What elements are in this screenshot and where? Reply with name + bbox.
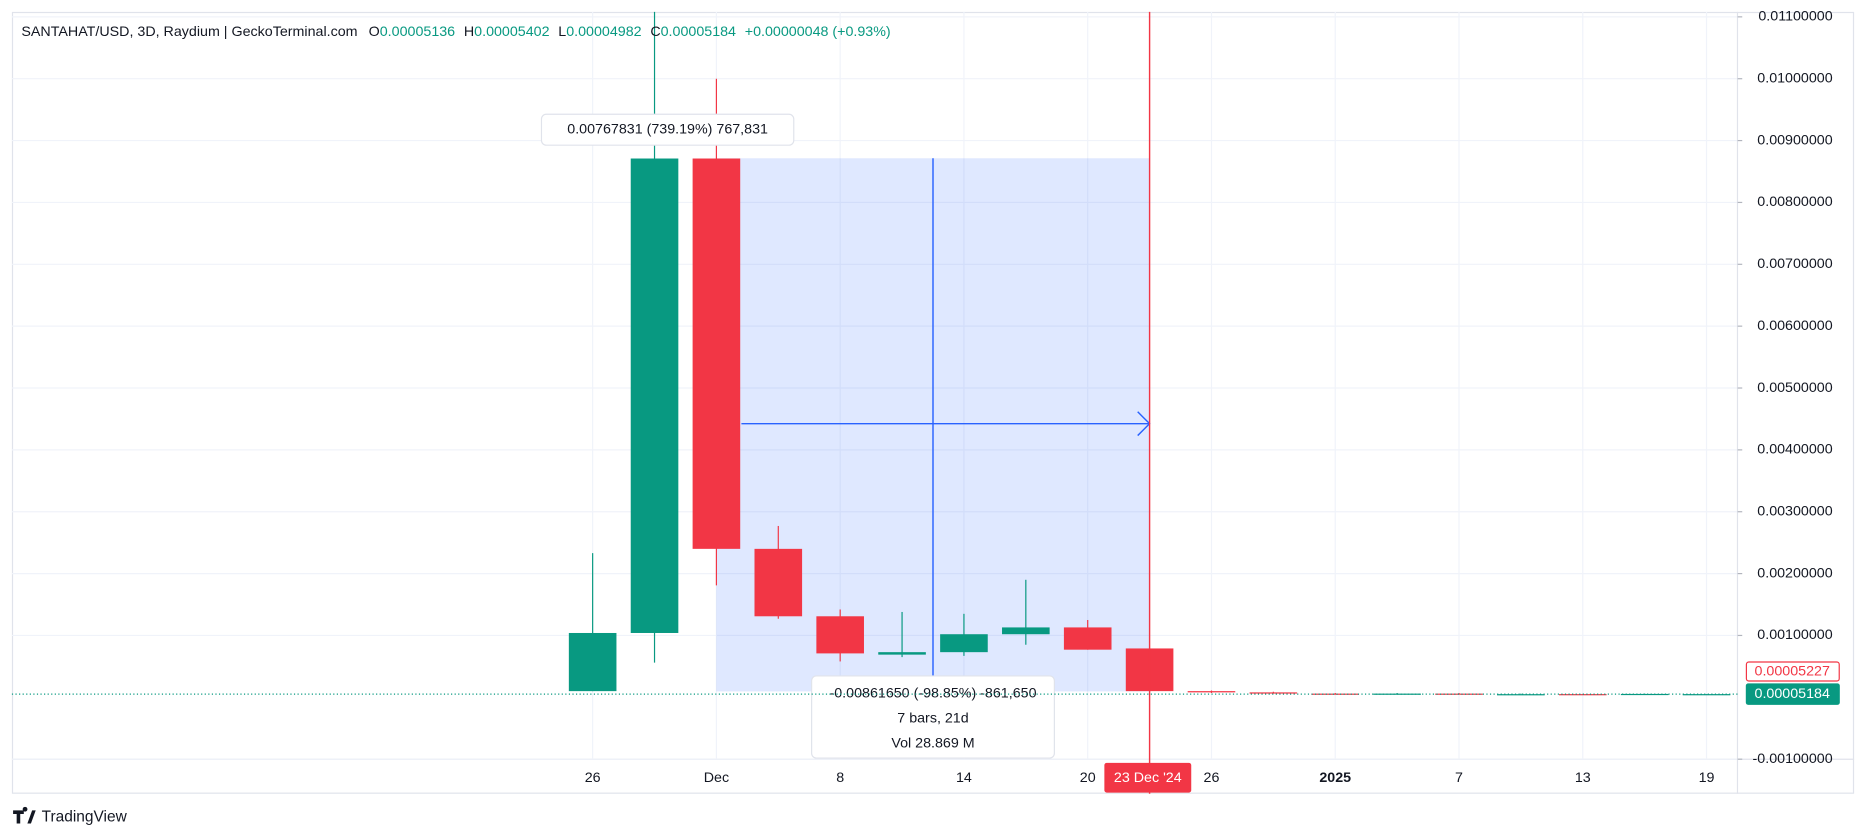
y-tick-label: 0.01000000 bbox=[1757, 70, 1832, 86]
y-tick-label: 0.00900000 bbox=[1757, 132, 1832, 148]
measure-bottom-box bbox=[811, 675, 1055, 759]
x-tick-label: 7 bbox=[1455, 770, 1463, 786]
y-tick-label: 0.00100000 bbox=[1757, 627, 1832, 643]
x-tick-label: 2025 bbox=[1319, 770, 1351, 786]
candle-body bbox=[1249, 692, 1298, 694]
measure-volume: Vol 28.869 M bbox=[891, 736, 974, 752]
header: SANTAHAT/USD, 3D, Raydium | GeckoTermina… bbox=[21, 24, 890, 40]
h-label: H bbox=[464, 24, 474, 40]
candle-body bbox=[1682, 694, 1731, 696]
last-price-box bbox=[1745, 683, 1840, 705]
x-tick-label: 19 bbox=[1699, 770, 1715, 786]
x-tick-label: 26 bbox=[1204, 770, 1220, 786]
y-tick-label: -0.00100000 bbox=[1753, 751, 1833, 767]
y-tick-label: 0.00300000 bbox=[1757, 504, 1832, 520]
candle-body bbox=[630, 158, 679, 633]
marker-price-box bbox=[1745, 661, 1840, 682]
candle-body bbox=[1002, 627, 1050, 635]
o-label: O bbox=[369, 24, 380, 40]
l-value: 0.00004982 bbox=[566, 24, 641, 40]
y-tick-label: 0.00400000 bbox=[1757, 442, 1832, 458]
candle-body bbox=[692, 158, 741, 549]
candle-body bbox=[1311, 693, 1360, 695]
candle-body bbox=[1063, 627, 1112, 650]
y-tick-label: 0.00200000 bbox=[1757, 565, 1832, 581]
x-tick-label: 14 bbox=[956, 770, 972, 786]
y-tick-label: 0.01100000 bbox=[1758, 9, 1832, 25]
brand: TradingView bbox=[42, 809, 128, 826]
candle-body bbox=[568, 632, 617, 692]
crosshair-box bbox=[1104, 762, 1192, 793]
candle-body bbox=[1497, 694, 1545, 696]
last-price-label: 0.00005184 bbox=[1755, 686, 1830, 702]
crosshair-label: 23 Dec '24 bbox=[1114, 770, 1182, 786]
candle-body bbox=[940, 634, 988, 653]
h-value: 0.00005402 bbox=[474, 24, 549, 40]
symbol: SANTAHAT/USD, 3D, Raydium | GeckoTermina… bbox=[21, 24, 357, 40]
candle-body bbox=[878, 652, 926, 655]
candles bbox=[568, 11, 1731, 696]
c-value: 0.00005184 bbox=[661, 24, 736, 40]
measure-top-label: 0.00767831 (739.19%) 767,831 bbox=[567, 121, 768, 137]
measure-bars: 7 bars, 21d bbox=[897, 711, 968, 727]
l-label: L bbox=[558, 24, 566, 40]
x-tick-label: 8 bbox=[836, 770, 844, 786]
y-tick-label: 0.00500000 bbox=[1757, 380, 1832, 396]
o-value: 0.00005136 bbox=[380, 24, 455, 40]
y-tick-label: 0.00800000 bbox=[1757, 194, 1832, 210]
candle-body bbox=[1187, 691, 1236, 693]
candle-body bbox=[754, 548, 803, 617]
grid bbox=[11, 11, 1738, 760]
measure-top-box bbox=[540, 113, 795, 146]
candle-body bbox=[816, 616, 864, 654]
y-tick-label: 0.00700000 bbox=[1757, 256, 1832, 272]
x-tick-label: 13 bbox=[1575, 770, 1591, 786]
brand-logo bbox=[13, 806, 36, 824]
y-tick-label: 0.00600000 bbox=[1757, 318, 1832, 334]
x-tick-label: 26 bbox=[585, 770, 601, 786]
change: +0.00000048 (+0.93%) bbox=[745, 24, 891, 40]
marker-price-label: 0.00005227 bbox=[1755, 663, 1830, 679]
x-tick-label: Dec bbox=[704, 770, 729, 786]
x-tick-label: 20 bbox=[1080, 770, 1096, 786]
c-label: C bbox=[650, 24, 660, 40]
